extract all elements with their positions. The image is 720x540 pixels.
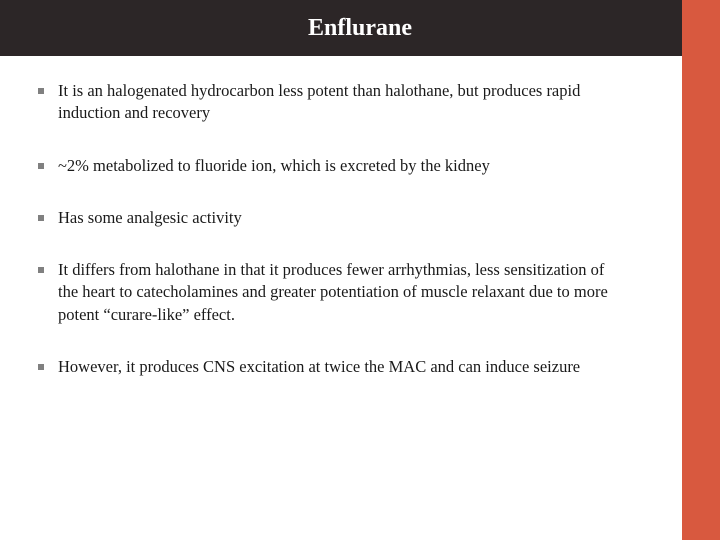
bullet-icon <box>38 215 44 221</box>
list-item: However, it produces CNS excitation at t… <box>38 356 620 378</box>
bullet-text: Has some analgesic activity <box>58 207 242 229</box>
list-item: Has some analgesic activity <box>38 207 620 229</box>
bullet-text: However, it produces CNS excitation at t… <box>58 356 580 378</box>
bullet-icon <box>38 88 44 94</box>
title-banner: Enflurane <box>0 0 720 56</box>
bullet-text: ~2% metabolized to fluoride ion, which i… <box>58 155 490 177</box>
bullet-text: It differs from halothane in that it pro… <box>58 259 620 326</box>
content-area: It is an halogenated hydrocarbon less po… <box>0 56 680 378</box>
list-item: It differs from halothane in that it pro… <box>38 259 620 326</box>
list-item: ~2% metabolized to fluoride ion, which i… <box>38 155 620 177</box>
list-item: It is an halogenated hydrocarbon less po… <box>38 80 620 125</box>
bullet-text: It is an halogenated hydrocarbon less po… <box>58 80 620 125</box>
bullet-icon <box>38 163 44 169</box>
sidebar-accent <box>682 0 720 540</box>
slide-title: Enflurane <box>308 15 412 42</box>
bullet-icon <box>38 267 44 273</box>
bullet-icon <box>38 364 44 370</box>
